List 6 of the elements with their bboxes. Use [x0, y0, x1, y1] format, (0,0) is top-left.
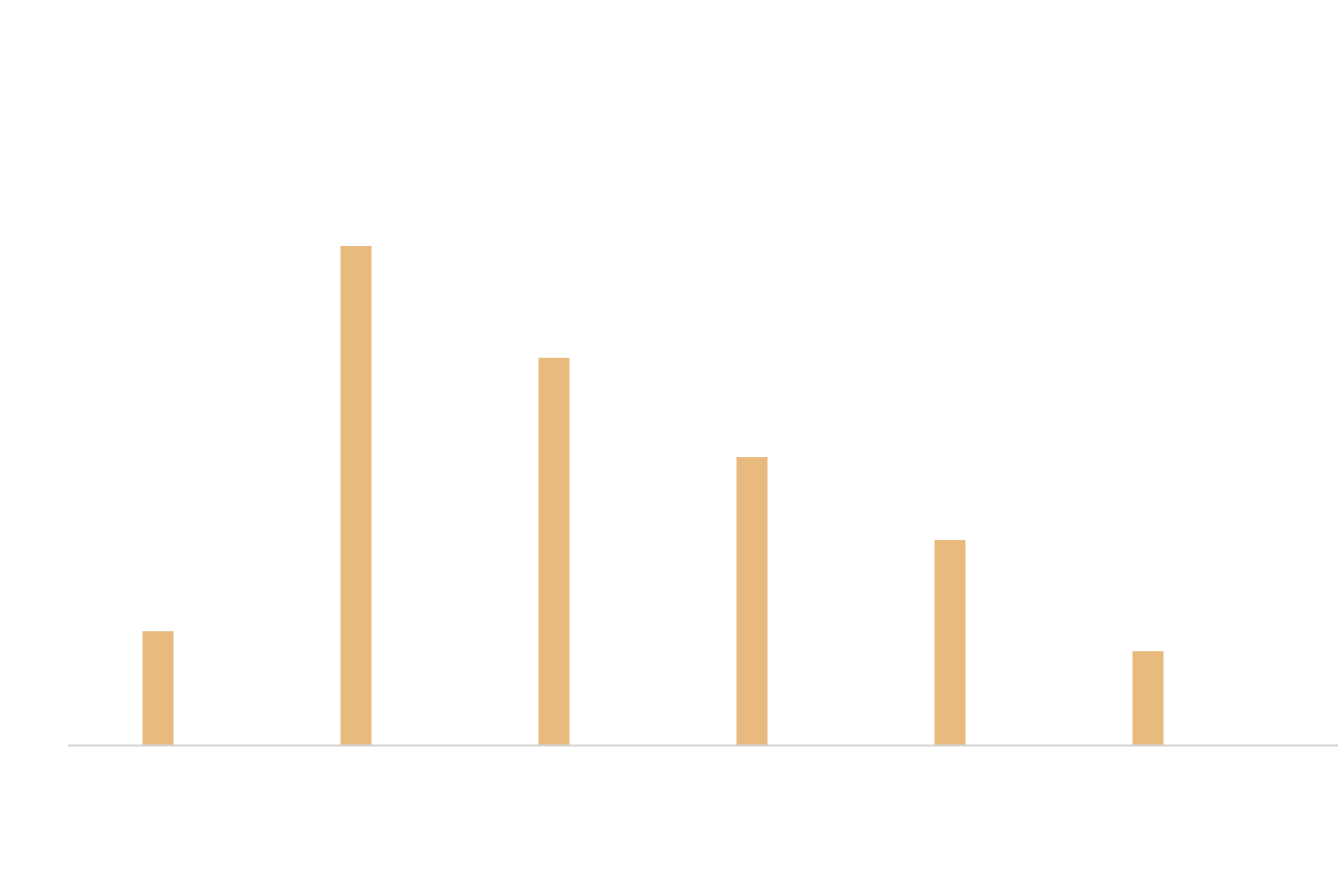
bar: [340, 246, 372, 745]
bar: [142, 631, 174, 745]
bar: [1132, 651, 1164, 745]
bar: [934, 539, 966, 745]
bar: [736, 457, 768, 745]
bar: [538, 357, 570, 745]
